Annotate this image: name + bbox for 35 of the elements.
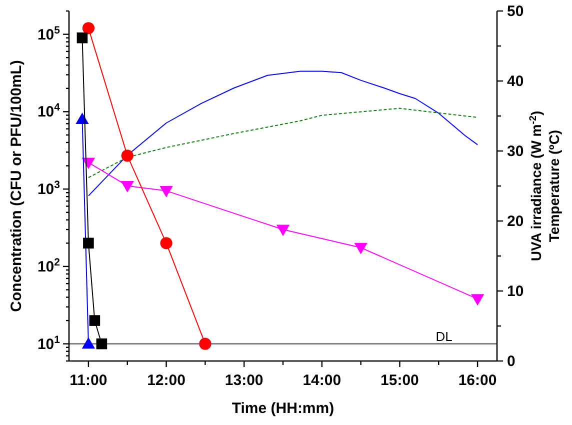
point xyxy=(160,237,172,250)
line-series xyxy=(88,70,478,196)
y-tick-label: 10$^{1}$ xyxy=(37,334,60,353)
y-axis-title: Concentration (CFU or PFU/100mL) xyxy=(8,60,25,312)
y2-tick-label: 30 xyxy=(507,143,524,160)
point xyxy=(121,150,134,162)
x-axis-title: Time (HH:mm) xyxy=(232,400,334,417)
point xyxy=(199,338,212,350)
x-tick-label: 15:00 xyxy=(380,372,419,389)
y-tick-label: 10$^{2}$ xyxy=(37,256,60,276)
y2-tick-label: 40 xyxy=(507,73,524,90)
point xyxy=(83,238,94,249)
point xyxy=(82,22,95,34)
point xyxy=(470,294,484,306)
point xyxy=(120,181,134,192)
point xyxy=(96,338,108,350)
point xyxy=(89,315,100,326)
ref-line-label: DL xyxy=(436,328,452,344)
x-tick-label: 16:00 xyxy=(458,372,497,389)
point xyxy=(76,32,88,44)
point xyxy=(354,242,368,254)
point xyxy=(276,224,290,236)
y-tick-label: 10$^{3}$ xyxy=(37,179,60,198)
x-tick-label: 11:00 xyxy=(70,372,108,389)
y2-tick-label: 50 xyxy=(507,3,524,20)
x-tick-label: 13:00 xyxy=(224,372,264,389)
y2-tick-label: 10 xyxy=(507,283,524,300)
y-tick-label: 10$^{5}$ xyxy=(37,24,60,44)
y2-tick-label: 20 xyxy=(507,213,524,230)
x-tick-label: 12:00 xyxy=(147,372,186,389)
y-tick-label: 10$^{4}$ xyxy=(37,102,60,121)
x-tick-label: 14:00 xyxy=(302,372,342,389)
point xyxy=(160,186,173,198)
line-series xyxy=(88,108,478,178)
y2-tick-label: 0 xyxy=(507,353,516,370)
